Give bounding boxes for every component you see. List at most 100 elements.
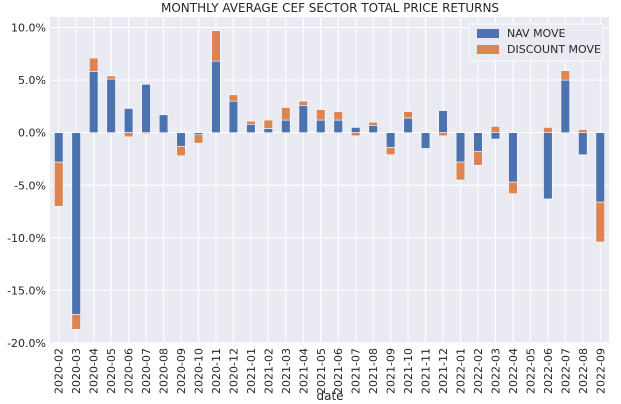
legend-label-nav-move: NAV MOVE: [507, 27, 566, 40]
chart-title: MONTHLY AVERAGE CEF SECTOR TOTAL PRICE R…: [161, 1, 499, 15]
x-tick-label: 2021-06: [332, 348, 345, 394]
plot-area: [50, 17, 609, 343]
bar-nav-move-2021-08: [368, 125, 378, 133]
bar-discount-move-2020-07: [141, 132, 151, 135]
x-tick-label: 2022-07: [559, 348, 572, 394]
x-tick-label: 2020-03: [70, 348, 83, 394]
x-tick-label: 2020-11: [210, 348, 223, 394]
bar-discount-move-2022-03: [490, 126, 501, 133]
x-tick-label: 2022-02: [472, 348, 485, 394]
bar-nav-move-2020-02: [54, 132, 64, 163]
legend-swatch-discount-move: [477, 45, 499, 54]
x-tick-label: 2022-05: [524, 348, 537, 394]
x-tick-label: 2020-07: [140, 348, 153, 394]
bar-nav-move-2020-10: [193, 132, 204, 136]
bar-discount-move-2022-04: [508, 181, 518, 194]
bar-discount-move-2020-02: [54, 161, 64, 207]
x-tick-label: 2022-09: [594, 348, 607, 394]
bar-nav-move-2022-01: [455, 132, 466, 163]
bar-nav-move-2020-07: [141, 84, 151, 133]
bar-nav-move-2021-06: [333, 119, 343, 133]
x-tick-label: 2020-06: [123, 348, 136, 394]
bar-discount-move-2020-06: [123, 132, 134, 138]
bar-nav-move-2021-02: [263, 128, 274, 133]
bar-discount-move-2021-07: [351, 132, 361, 137]
x-tick-label: 2022-06: [542, 348, 555, 394]
y-axis-tick-labels: -20.0% -15.0% -10.0% -5.0% 0.0% 5.0% 10.0%: [7, 22, 46, 350]
x-tick-label: 2022-01: [455, 348, 468, 394]
bar-nav-move-2020-06: [123, 108, 134, 133]
x-tick-label: 2020-12: [227, 348, 240, 394]
bar-nav-move-2021-11: [420, 132, 431, 149]
x-tick-label: 2020-02: [53, 348, 66, 394]
x-tick-label: 2021-09: [385, 348, 398, 394]
bar-discount-move-2021-04: [298, 100, 308, 106]
legend-label-discount-move: DISCOUNT MOVE: [507, 43, 601, 56]
y-tick-label: 10.0%: [11, 22, 46, 35]
bar-nav-move-2020-08: [158, 114, 169, 133]
x-tick-label: 2022-04: [507, 348, 520, 394]
x-tick-label: 2021-10: [402, 348, 415, 394]
bars-group: [54, 30, 605, 330]
bar-nav-move-2022-08: [578, 132, 588, 156]
x-tick-label: 2021-05: [315, 348, 328, 394]
bar-nav-move-2020-03: [71, 132, 81, 315]
bar-discount-move-2020-12: [228, 94, 239, 102]
x-tick-label: 2021-01: [245, 348, 258, 394]
bar-discount-move-2020-03: [71, 314, 81, 330]
bar-discount-move-2021-02: [263, 119, 274, 129]
y-tick-label: -15.0%: [7, 284, 46, 297]
x-axis-tick-labels: 2020-02 2020-03 2020-04 2020-05 2020-06 2020-…: [53, 348, 608, 394]
bar-discount-move-2022-06: [543, 127, 553, 133]
x-tick-label: 2021-08: [367, 348, 380, 394]
x-axis-label: date: [316, 389, 343, 403]
bar-nav-move-2021-10: [403, 117, 413, 133]
y-tick-label: -20.0%: [7, 337, 46, 350]
bar-discount-move-2021-08: [368, 121, 378, 126]
bar-nav-move-2020-11: [211, 60, 221, 133]
x-tick-label: 2021-07: [350, 348, 363, 394]
bar-discount-move-2021-09: [385, 147, 396, 156]
legend-swatch-nav-move: [477, 29, 499, 38]
bar-nav-move-2020-05: [106, 78, 116, 133]
y-tick-label: -5.0%: [14, 179, 46, 192]
bar-nav-move-2022-03: [490, 132, 501, 140]
bar-discount-move-2020-05: [106, 75, 116, 80]
bar-discount-move-2022-09: [595, 201, 605, 243]
x-tick-label: 2021-04: [297, 348, 310, 394]
y-tick-label: 5.0%: [18, 74, 46, 87]
x-tick-label: 2020-09: [175, 348, 188, 394]
bar-discount-move-2021-10: [403, 111, 413, 119]
x-tick-label: 2022-03: [489, 348, 502, 394]
x-tick-label: 2022-08: [577, 348, 590, 394]
bar-discount-move-2020-11: [211, 30, 221, 62]
x-tick-label: 2020-08: [158, 348, 171, 394]
bar-discount-move-2021-01: [246, 120, 256, 125]
x-tick-label: 2020-10: [192, 348, 205, 394]
bar-nav-move-2022-09: [595, 132, 605, 203]
bar-nav-move-2021-01: [246, 123, 256, 133]
y-tick-label: -10.0%: [7, 232, 46, 245]
bar-discount-move-2021-05: [316, 109, 326, 121]
bar-discount-move-2021-12: [438, 132, 448, 137]
y-tick-label: 0.0%: [18, 127, 46, 140]
x-tick-label: 2020-04: [88, 348, 101, 394]
x-tick-label: 2021-03: [280, 348, 293, 394]
bar-nav-move-2022-06: [543, 132, 553, 200]
bar-nav-move-2020-12: [228, 100, 239, 133]
bar-nav-move-2022-04: [508, 132, 518, 183]
x-tick-label: 2021-12: [437, 348, 450, 394]
bar-nav-move-2020-09: [176, 132, 186, 147]
bar-discount-move-2021-03: [281, 107, 291, 121]
legend-box: [468, 23, 604, 62]
bar-nav-move-2021-09: [385, 132, 396, 148]
bar-discount-move-2020-04: [89, 57, 99, 72]
bar-discount-move-2022-01: [455, 161, 466, 181]
bar-nav-move-2021-12: [438, 110, 448, 133]
x-tick-label: 2021-02: [262, 348, 275, 394]
bar-discount-move-2020-10: [193, 134, 204, 144]
bar-nav-move-2020-04: [89, 71, 99, 133]
bar-nav-move-2022-02: [473, 132, 483, 152]
bar-discount-move-2020-09: [176, 146, 186, 157]
